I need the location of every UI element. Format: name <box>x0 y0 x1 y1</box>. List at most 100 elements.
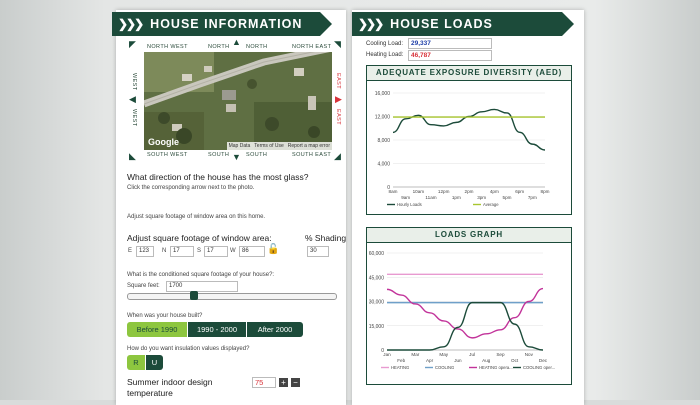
satellite-map[interactable]: Google Map Data Terms of Use Report a ma… <box>144 52 332 150</box>
loads-y-tick-label: 0 <box>381 348 384 354</box>
aed-y-tick-label: 4,000 <box>377 162 390 168</box>
east-label-bottom: EAST <box>335 109 341 125</box>
map-data-link[interactable]: Map Data <box>228 143 251 149</box>
temp-decrease-button[interactable]: − <box>291 378 300 387</box>
loads-x-tick-label: Oct <box>511 358 519 363</box>
built-before-1990-button[interactable]: Before 1990 <box>127 322 187 337</box>
aed-x-tick-label: 7pm <box>528 195 537 200</box>
loads-legend-label-3: COOLING oper... <box>523 365 555 370</box>
chevrons-icon: ❯❯❯ <box>118 17 144 31</box>
chevrons-icon: ❯❯❯ <box>358 17 384 31</box>
north-label-left: NORTH <box>208 44 230 50</box>
window-east-input[interactable]: 123 <box>136 246 154 257</box>
west-label-bottom: WEST <box>131 109 137 127</box>
loads-x-tick-label: Mar <box>411 352 419 357</box>
loads-series-line-2 <box>386 287 544 339</box>
aed-x-tick-label: 3pm <box>477 195 486 200</box>
loads-chart: 0 15,000 30,000 45,000 60,000 Jan Feb Mar Apr May… <box>369 251 555 370</box>
aed-chart-title: ADEQUATE EXPOSURE DIVERSITY (AED) <box>367 66 571 81</box>
north-arrow-icon[interactable]: ▲ <box>232 37 241 47</box>
house-loads-title: HOUSE LOADS <box>390 17 493 31</box>
loads-legend-label-2: HEATING opera... <box>479 365 513 370</box>
aed-y-tick-label: 16,000 <box>375 91 391 97</box>
insulation-u-button[interactable]: U <box>146 355 163 370</box>
aed-x-tick-label: 6pm <box>515 189 524 194</box>
house-loads-banner: ❯❯❯ HOUSE LOADS <box>352 12 574 36</box>
loads-series-line-3 <box>387 301 544 351</box>
loads-x-tick-label: Sep <box>496 352 505 357</box>
southwest-arrow-icon[interactable]: ◣ <box>129 151 136 161</box>
sqft-label: Square feet: <box>127 283 160 289</box>
south-arrow-icon[interactable]: ▼ <box>232 152 241 162</box>
northwest-arrow-icon[interactable]: ◤ <box>129 39 136 49</box>
map-attribution: Map Data Terms of Use Report a map error <box>226 142 332 150</box>
aed-x-tick-label: 8pm <box>541 189 550 194</box>
loads-x-tick-label: Jul <box>469 352 475 357</box>
cooling-load-label: Cooling Load: <box>366 41 404 47</box>
sqft-input[interactable]: 1700 <box>166 281 238 292</box>
aed-y-tick-label: 0 <box>387 185 390 191</box>
west-label-top: WEST <box>131 73 137 91</box>
summer-temp-label-line2: temperature <box>127 388 173 398</box>
window-south-input[interactable]: 17 <box>204 246 228 257</box>
south-label-right: SOUTH <box>246 152 268 158</box>
aed-y-tick-label: 12,000 <box>375 115 391 121</box>
aed-x-tick-label: 8am <box>389 189 398 194</box>
insulation-r-button[interactable]: R <box>127 355 145 370</box>
loads-y-tick-label: 15,000 <box>369 324 385 330</box>
window-north-label: N <box>162 248 167 254</box>
west-arrow-icon[interactable]: ◀ <box>129 94 136 104</box>
heating-load-label: Heating Load: <box>366 52 404 58</box>
google-logo: Google <box>148 137 179 147</box>
window-south-label: S <box>197 248 202 254</box>
sqft-slider-thumb[interactable] <box>189 291 198 300</box>
summer-temp-input[interactable]: 75 <box>252 377 276 388</box>
loads-chart-title: LOADS GRAPH <box>367 228 571 243</box>
south-label-left: SOUTH <box>208 152 230 158</box>
sqft-slider-track[interactable] <box>127 293 337 300</box>
aed-x-tick-label: 12pm <box>438 189 450 194</box>
aed-x-tick-label: 2pm <box>465 189 474 194</box>
aed-x-tick-label: 9am <box>401 195 410 200</box>
window-area-heading: Adjust square footage of window area: <box>127 233 272 243</box>
window-north-input[interactable]: 17 <box>170 246 194 257</box>
built-after-2000-button[interactable]: After 2000 <box>247 322 303 337</box>
aed-chart-box: ADEQUATE EXPOSURE DIVERSITY (AED) 0 4,000… <box>366 65 572 215</box>
loads-legend-label-0: HEATING <box>391 365 409 370</box>
loads-x-tick-label: Aug <box>482 358 491 363</box>
northeast-arrow-icon[interactable]: ◥ <box>334 39 341 49</box>
aed-x-tick-label: 1pm <box>452 195 461 200</box>
lock-icon[interactable]: 🔓 <box>267 244 280 255</box>
northwest-label: NORTH WEST <box>147 44 188 50</box>
built-1990-2000-button[interactable]: 1990 - 2000 <box>188 322 246 337</box>
loads-x-tick-label: Jun <box>454 358 462 363</box>
shading-input[interactable]: 30 <box>307 246 329 257</box>
northeast-label: NORTH EAST <box>292 44 332 50</box>
window-east-label: E <box>128 248 133 254</box>
loads-x-tick-label: Feb <box>397 358 405 363</box>
report-map-error-link[interactable]: Report a map error <box>287 143 330 149</box>
window-west-label: W <box>230 248 236 254</box>
house-information-banner: ❯❯❯ HOUSE INFORMATION <box>112 12 332 36</box>
shading-heading: % Shading <box>305 233 347 243</box>
aed-y-tick-label: 8,000 <box>377 138 390 144</box>
glass-question: What direction of the house has the most… <box>127 172 309 182</box>
east-arrow-icon[interactable]: ▶ <box>335 94 342 104</box>
loads-x-tick-label: Nov <box>525 352 534 357</box>
built-question: When was your house built? <box>127 313 203 319</box>
aed-legend-label-0: Hourly Loads <box>397 202 422 207</box>
temp-increase-button[interactable]: + <box>279 378 288 387</box>
aed-legend-label-1: Average <box>483 202 499 207</box>
southeast-arrow-icon[interactable]: ◢ <box>334 151 341 161</box>
southwest-label: SOUTH WEST <box>147 152 188 158</box>
loads-chart-box: LOADS GRAPH 0 15,000 30,000 45,000 60,000 Jan… <box>366 227 572 385</box>
aed-x-tick-label: 11am <box>425 195 436 200</box>
north-label-right: NORTH <box>246 44 268 50</box>
aed-x-tick-label: 10am <box>413 189 425 194</box>
insulation-question: How do you want insulation values displa… <box>127 346 250 352</box>
loads-y-tick-label: 45,000 <box>369 275 385 281</box>
terms-of-use-link[interactable]: Terms of Use <box>254 143 284 149</box>
house-information-title: HOUSE INFORMATION <box>150 17 303 31</box>
aed-x-tick-label: 5pm <box>503 195 512 200</box>
window-west-input[interactable]: 86 <box>239 246 265 257</box>
